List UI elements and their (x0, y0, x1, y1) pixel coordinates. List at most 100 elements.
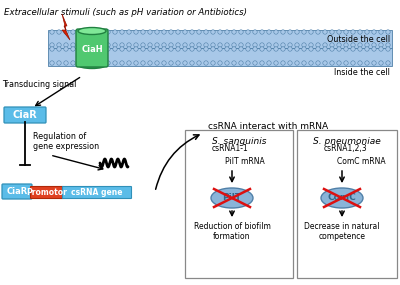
Circle shape (120, 43, 124, 47)
Text: CiaR: CiaR (13, 111, 37, 121)
Circle shape (71, 43, 75, 47)
Circle shape (134, 61, 138, 65)
Text: Reduction of biofilm
formation: Reduction of biofilm formation (194, 222, 270, 241)
Circle shape (302, 30, 306, 34)
Circle shape (274, 47, 278, 51)
Circle shape (232, 47, 236, 51)
Circle shape (85, 30, 89, 34)
Text: csRNA interact with mRNA: csRNA interact with mRNA (208, 122, 328, 131)
Circle shape (106, 43, 110, 47)
Circle shape (302, 47, 306, 51)
Circle shape (372, 47, 376, 51)
Circle shape (57, 30, 61, 34)
Circle shape (260, 61, 264, 65)
Circle shape (302, 61, 306, 65)
Circle shape (141, 61, 145, 65)
Ellipse shape (78, 27, 106, 34)
Text: csRNA1,2,3: csRNA1,2,3 (324, 144, 368, 153)
Circle shape (218, 43, 222, 47)
Circle shape (155, 61, 159, 65)
Circle shape (155, 30, 159, 34)
Circle shape (260, 30, 264, 34)
Circle shape (50, 43, 54, 47)
Circle shape (169, 30, 173, 34)
Circle shape (211, 43, 215, 47)
Circle shape (169, 61, 173, 65)
Circle shape (127, 61, 131, 65)
FancyBboxPatch shape (2, 184, 32, 199)
Circle shape (78, 61, 82, 65)
Circle shape (141, 47, 145, 51)
Circle shape (239, 47, 243, 51)
Circle shape (267, 43, 271, 47)
Circle shape (106, 47, 110, 51)
Circle shape (127, 47, 131, 51)
Circle shape (134, 43, 138, 47)
Circle shape (92, 47, 96, 51)
Circle shape (190, 61, 194, 65)
Circle shape (71, 30, 75, 34)
Text: csRNA gene: csRNA gene (71, 188, 123, 197)
Circle shape (106, 30, 110, 34)
Circle shape (225, 43, 229, 47)
Circle shape (253, 30, 257, 34)
Circle shape (134, 30, 138, 34)
Circle shape (295, 30, 299, 34)
FancyArrowPatch shape (156, 135, 199, 189)
Circle shape (204, 47, 208, 51)
Circle shape (246, 43, 250, 47)
Text: S. pneumoniae: S. pneumoniae (313, 137, 381, 146)
Circle shape (260, 43, 264, 47)
Circle shape (281, 30, 285, 34)
Circle shape (365, 30, 369, 34)
Circle shape (99, 30, 103, 34)
Circle shape (190, 43, 194, 47)
Circle shape (330, 47, 334, 51)
Circle shape (85, 47, 89, 51)
Circle shape (337, 43, 341, 47)
FancyBboxPatch shape (297, 130, 397, 278)
FancyBboxPatch shape (62, 186, 132, 198)
Text: Transducing signal: Transducing signal (2, 80, 76, 89)
Circle shape (113, 43, 117, 47)
Text: PilT mRNA: PilT mRNA (225, 157, 265, 166)
Circle shape (379, 30, 383, 34)
Circle shape (50, 61, 54, 65)
Ellipse shape (211, 188, 253, 208)
Circle shape (288, 30, 292, 34)
Circle shape (288, 61, 292, 65)
Circle shape (365, 61, 369, 65)
Circle shape (113, 47, 117, 51)
Circle shape (309, 61, 313, 65)
Circle shape (64, 43, 68, 47)
Circle shape (302, 43, 306, 47)
Circle shape (351, 43, 355, 47)
Circle shape (169, 47, 173, 51)
Circle shape (239, 61, 243, 65)
Circle shape (323, 30, 327, 34)
Circle shape (183, 61, 187, 65)
Circle shape (358, 61, 362, 65)
Circle shape (197, 47, 201, 51)
Circle shape (330, 30, 334, 34)
Circle shape (267, 61, 271, 65)
Text: Decrease in natural
competence: Decrease in natural competence (304, 222, 380, 241)
Circle shape (309, 47, 313, 51)
Circle shape (288, 43, 292, 47)
Polygon shape (62, 14, 70, 40)
Circle shape (281, 47, 285, 51)
Circle shape (351, 30, 355, 34)
Circle shape (246, 61, 250, 65)
Circle shape (57, 43, 61, 47)
Circle shape (148, 47, 152, 51)
Circle shape (372, 43, 376, 47)
Circle shape (204, 61, 208, 65)
Circle shape (225, 47, 229, 51)
Circle shape (218, 61, 222, 65)
Circle shape (127, 43, 131, 47)
Circle shape (379, 47, 383, 51)
Circle shape (344, 30, 348, 34)
Circle shape (225, 30, 229, 34)
Circle shape (379, 43, 383, 47)
Bar (48, 48, 392, 66)
